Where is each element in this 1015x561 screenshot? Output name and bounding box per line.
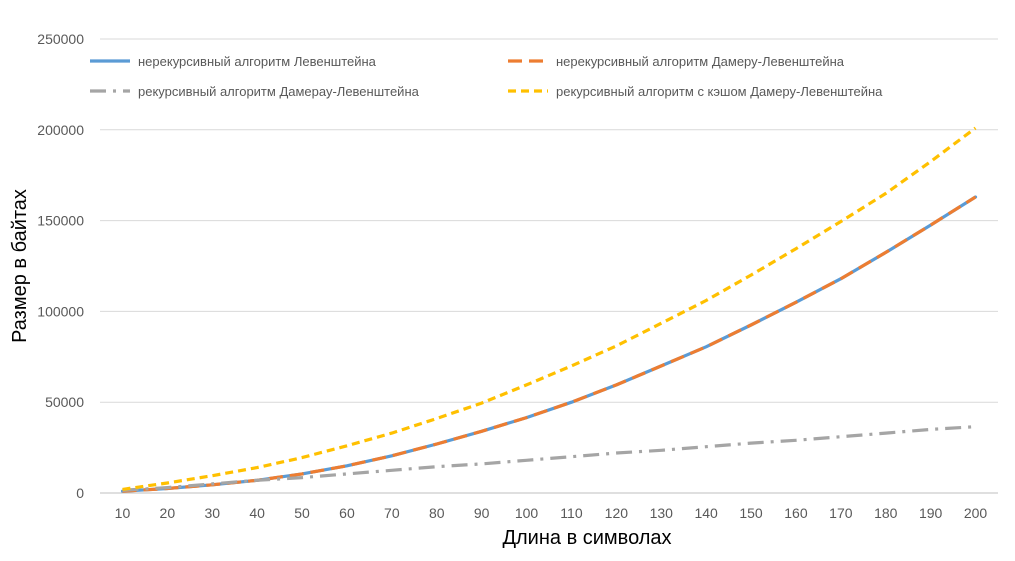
series-line-4: [122, 126, 977, 491]
y-tick-label: 50000: [45, 394, 84, 410]
x-tick-label: 170: [829, 505, 853, 521]
y-tick-label: 250000: [37, 31, 84, 47]
y-tick-label: 150000: [37, 213, 84, 229]
legend-label: рекурсивный алгоритм с кэшом Дамеру-Леве…: [556, 84, 883, 99]
x-tick-label: 50: [294, 505, 310, 521]
legend-label: нерекурсивный алгоритм Дамеру-Левенштейн…: [556, 54, 845, 69]
legend-item-3: рекурсивный алгоритм Дамерау-Левенштейна: [90, 84, 420, 99]
y-tick-label: 200000: [37, 122, 84, 138]
legend-label: рекурсивный алгоритм Дамерау-Левенштейна: [138, 84, 420, 99]
x-tick-label: 180: [874, 505, 898, 521]
gridlines: [100, 38, 998, 494]
legend: нерекурсивный алгоритм Левенштейна нереку…: [90, 54, 883, 99]
x-tick-label: 80: [429, 505, 445, 521]
x-tick-label: 160: [784, 505, 808, 521]
y-tick-label: 0: [76, 485, 84, 501]
x-axis-title: Длина в символах: [502, 527, 671, 549]
legend-label: нерекурсивный алгоритм Левенштейна: [138, 54, 377, 69]
x-tick-label: 30: [204, 505, 220, 521]
y-tick-label: 100000: [37, 303, 84, 319]
x-tick-label: 70: [384, 505, 400, 521]
x-axis-ticks: 10 20 30 40 50 60 70 80 90 100 110 120 130 140 150 160 1…: [115, 505, 988, 521]
x-tick-label: 60: [339, 505, 355, 521]
x-tick-label: 40: [249, 505, 265, 521]
legend-item-4: рекурсивный алгоритм с кэшом Дамеру-Леве…: [508, 84, 883, 99]
x-tick-label: 140: [694, 505, 718, 521]
x-tick-label: 90: [474, 505, 490, 521]
y-axis-ticks: 0 50000 100000 150000 200000 250000: [37, 31, 84, 501]
x-tick-label: 100: [515, 505, 539, 521]
x-tick-label: 110: [560, 505, 583, 521]
y-axis-title: Размер в байтах: [9, 189, 31, 343]
x-tick-label: 130: [650, 505, 674, 521]
series-line-2: [122, 195, 977, 493]
x-tick-label: 120: [605, 505, 629, 521]
legend-item-1: нерекурсивный алгоритм Левенштейна: [90, 54, 377, 69]
legend-item-2: нерекурсивный алгоритм Дамеру-Левенштейн…: [508, 54, 845, 69]
series-line-1: [120, 195, 978, 493]
series-lines: [120, 126, 978, 493]
x-tick-label: 20: [160, 505, 176, 521]
x-tick-label: 10: [115, 505, 131, 521]
series-line-3: [122, 425, 976, 492]
x-tick-label: 150: [739, 505, 763, 521]
x-tick-label: 200: [964, 505, 988, 521]
x-tick-label: 190: [919, 505, 943, 521]
